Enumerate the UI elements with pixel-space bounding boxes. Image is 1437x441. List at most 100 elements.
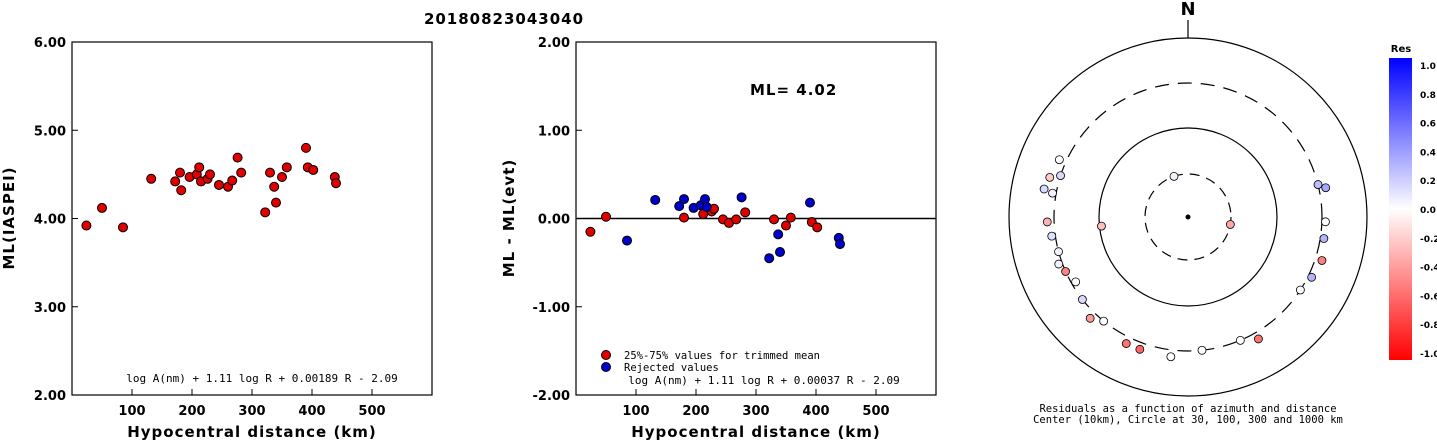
x-tick-label: 500 [862,404,889,419]
plot-frame [71,41,433,396]
colorbar-tick-label: 0.2 [1420,177,1436,187]
y-tick-label: 2.00 [34,389,66,404]
colorbar-tick-labels: 1.0 0.8 0.6 0.4 0.2 0.0 -0.2 -0.4 -0.6 -0.8 -1.0 [1420,62,1437,360]
x-tick-label: 400 [802,404,829,419]
x-axis-label: Hypocentral distance (km) [127,423,377,441]
data-point [301,142,311,153]
north-label: N [1180,0,1195,20]
station-residual-point [1295,285,1305,295]
colorbar-tick-label: 0.8 [1420,91,1436,101]
y-axis-label: ML - ML(evt) [500,159,518,277]
data-point [835,239,845,250]
data-point [650,194,661,205]
station-residual-point [1135,344,1145,354]
attenuation-formula: log A(nm) + 1.11 log R + 0.00189 R - 2.0… [126,372,398,385]
data-point [271,197,281,208]
station-residual-point [1254,334,1263,344]
data-point [764,253,775,264]
y-tick-label: 0.00 [538,213,570,228]
data-point [175,167,185,178]
station-residual-point [1078,295,1087,304]
caption-line-1: Residuals as a function of azimuth and d… [1039,403,1336,415]
data-point [194,162,205,173]
x-tick-label: 300 [238,404,265,419]
station-residual-point [1054,247,1063,257]
data-point [674,201,685,212]
data-point [260,207,271,218]
data-point [205,169,215,180]
data-point [773,229,784,240]
data-point [331,178,341,189]
legend-label-trimmed: 25%-75% values for trimmed mean [624,350,820,362]
circle-30km [1144,173,1232,261]
legend-marker-rejected [601,362,611,372]
y-tick-label: 5.00 [34,124,66,139]
event-id-title: 20180823043040 [424,10,584,28]
station-residual-points [1039,155,1331,362]
station-residual-point [1099,316,1109,326]
residual-colorbar: Res 1.0 0.8 0.6 0.4 0.2 0.0 -0.2 -0.4 -0.6 -0.8 -1… [1389,44,1437,360]
y-tick-label: 6.00 [34,36,66,51]
colorbar-tick-label: 0.6 [1420,120,1436,130]
tick-marks [576,41,877,396]
x-axis-label: Hypocentral distance (km) [631,423,881,441]
data-point [97,202,107,213]
x-tick-labels: 100 200 300 400 500 [118,404,385,419]
station-residual-point [1225,220,1235,229]
data-point [736,192,747,203]
data-point [679,212,689,223]
station-residual-point [1039,184,1049,194]
y-tick-label: -1.00 [533,301,570,316]
data-point [679,194,689,205]
data-point [785,212,796,223]
x-tick-label: 200 [178,404,205,419]
data-point [146,173,157,184]
colorbar-tick-label: 0.0 [1420,206,1436,216]
y-tick-label: 2.00 [538,36,570,51]
legend-label-rejected: Rejected values [624,362,719,374]
station-residual-point [1321,183,1331,193]
station-residual-point [1071,277,1081,287]
colorbar-gradient [1389,58,1412,360]
x-tick-label: 300 [742,404,769,419]
colorbar-tick-label: -1.0 [1420,350,1437,360]
data-point [775,247,785,258]
station-residual-point [1313,180,1323,189]
station-residual-point [1166,352,1176,362]
station-residual-point [1056,171,1065,180]
y-tick-labels: -2.00 -1.00 0.00 1.00 2.00 [533,36,570,404]
colorbar-tick-label: -0.2 [1420,235,1437,245]
legend-marker-trimmed [601,350,611,360]
colorbar-tick-label: 0.4 [1420,148,1436,158]
outer-circle [1008,37,1368,397]
data-point [769,214,779,225]
data-points [81,142,341,233]
station-residual-point [1054,259,1064,269]
event-magnitude-annotation: ML= 4.02 [750,81,837,99]
x-tick-label: 100 [622,404,649,419]
ml-vs-distance-chart: 100 200 300 400 500 2.00 3.00 4.00 5.00 6.00 log… [0,36,433,441]
data-point [622,235,632,246]
y-tick-labels: 2.00 3.00 4.00 5.00 6.00 [34,36,66,404]
data-point [176,185,187,196]
colorbar-tick-label: -0.4 [1420,264,1437,274]
station-residual-point [1061,267,1070,276]
data-point [585,226,596,237]
station-residual-point [1121,339,1131,348]
data-point [781,220,791,231]
station-residual-point [1235,335,1245,345]
station-residual-point [1169,171,1179,181]
y-tick-label: 1.00 [538,124,570,139]
station-residual-point [1097,221,1106,231]
circle-300km [1053,82,1323,352]
colorbar-tick-label: -0.8 [1420,321,1437,331]
data-point [170,176,181,187]
data-points [585,192,845,264]
colorbar-title: Res [1391,44,1411,55]
data-point [281,162,292,173]
circle-100km [1098,127,1278,307]
station-residual-point [1317,256,1327,265]
data-point [236,167,247,178]
data-point [265,167,275,178]
